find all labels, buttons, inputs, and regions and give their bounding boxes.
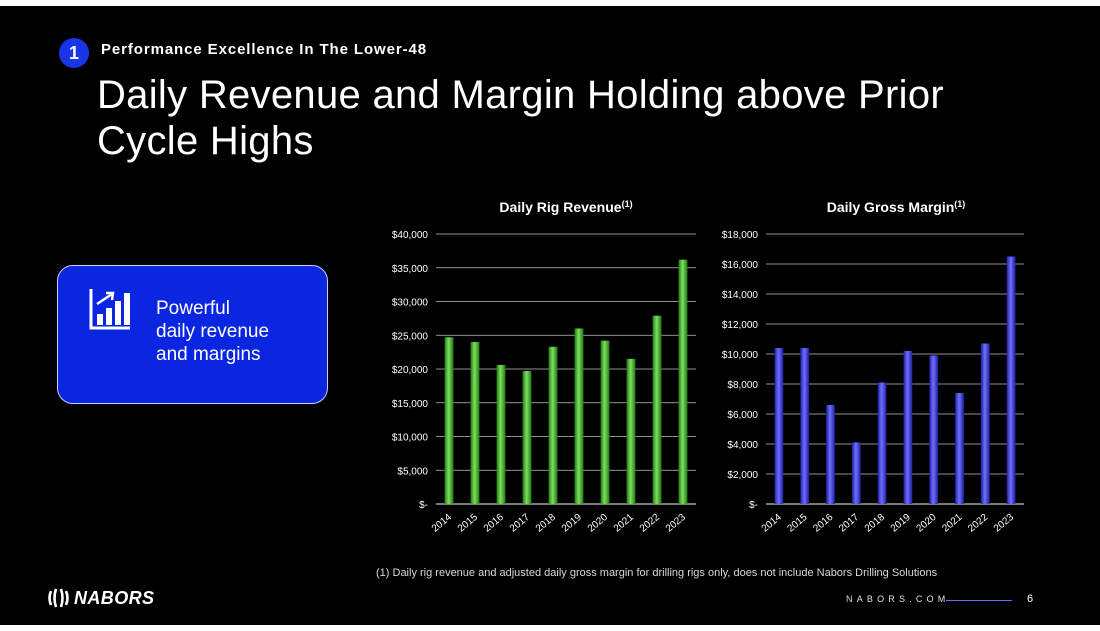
callout-line-2: daily revenue <box>156 321 270 342</box>
y-tick-label: $30,000 <box>392 298 429 309</box>
y-tick-label: $25,000 <box>392 331 429 342</box>
y-tick-label: $20,000 <box>392 365 429 376</box>
bar-2014 <box>444 337 454 504</box>
bar-2016 <box>826 405 835 504</box>
y-tick-label: $8,000 <box>727 380 758 391</box>
bar-2015 <box>470 342 480 504</box>
nabors-logo: NABORS <box>48 586 154 610</box>
x-tick-label: 2022 <box>638 512 662 535</box>
x-tick-label: 2015 <box>786 512 810 535</box>
logo-text: NABORS <box>74 587 155 608</box>
x-tick-label: 2019 <box>560 512 584 535</box>
y-tick-label: $6,000 <box>727 410 758 421</box>
bar-2021 <box>626 358 636 504</box>
y-tick-label: $10,000 <box>722 350 759 361</box>
x-tick-label: 2023 <box>664 512 688 535</box>
x-tick-label: 2020 <box>915 512 939 535</box>
bar-2021 <box>955 393 964 504</box>
footer-rule <box>946 600 1012 601</box>
y-tick-label: $12,000 <box>722 320 759 331</box>
nabors-logo-mark-icon <box>48 588 69 608</box>
bar-2023 <box>1006 256 1016 504</box>
x-tick-label: 2016 <box>811 512 835 535</box>
bar-2022 <box>980 343 990 504</box>
x-tick-label: 2017 <box>837 512 861 535</box>
section-label: Performance Excellence In The Lower-48 <box>101 41 427 58</box>
chart-title: Daily Gross Margin(1) <box>827 199 966 215</box>
footnote: (1) Daily rig revenue and adjusted daily… <box>376 567 938 579</box>
x-tick-label: 2014 <box>430 512 454 535</box>
y-tick-label: $5,000 <box>397 466 428 477</box>
bar-2016 <box>496 364 506 504</box>
bar-2020 <box>600 340 610 504</box>
daily-rig-revenue-chart: Daily Rig Revenue(1) $- $5,000 $10,000 $15,0… <box>392 199 696 535</box>
daily-gross-margin-chart: Daily Gross Margin(1) $- $2,000 $4,000 $6,00… <box>722 199 1024 535</box>
x-tick-label: 2021 <box>612 512 636 535</box>
x-tick-label: 2019 <box>889 512 913 535</box>
highlight-callout: Powerful daily revenue and margins <box>57 265 328 404</box>
bar-2022 <box>652 315 662 504</box>
chart-title: Daily Rig Revenue(1) <box>499 199 632 215</box>
bar-2017 <box>851 442 861 504</box>
page-number: 6 <box>1027 593 1034 605</box>
callout-line-1: Powerful <box>156 298 230 319</box>
x-tick-label: 2020 <box>586 512 610 535</box>
x-tick-label: 2015 <box>456 512 480 535</box>
bar-2017 <box>522 371 532 504</box>
bar-2019 <box>574 328 584 504</box>
y-tick-label: $4,000 <box>727 440 758 451</box>
callout-text: Powerful daily revenue and margins <box>156 297 316 366</box>
x-tick-label: 2021 <box>940 512 964 535</box>
y-tick-label: $16,000 <box>722 260 759 271</box>
y-tick-label: $18,000 <box>722 230 759 241</box>
website-label: NABORS.COM <box>846 594 950 604</box>
bar-2014 <box>774 348 784 504</box>
slide: 1 Performance Excellence In The Lower-48… <box>0 6 1100 625</box>
y-tick-label: $- <box>749 500 758 511</box>
callout-line-3: and margins <box>156 344 261 365</box>
page-title: Daily Revenue and Margin Holding above P… <box>97 73 944 163</box>
bar-2018 <box>548 346 558 504</box>
section-number-badge: 1 <box>59 38 89 68</box>
bar-2023 <box>678 259 688 504</box>
x-tick-label: 2023 <box>992 512 1016 535</box>
y-tick-label: $40,000 <box>392 230 429 241</box>
y-tick-label: $35,000 <box>392 264 429 275</box>
bar-2019 <box>903 351 913 504</box>
x-tick-label: 2017 <box>508 512 532 535</box>
x-tick-label: 2018 <box>534 512 558 535</box>
x-tick-label: 2018 <box>863 512 887 535</box>
x-tick-label: 2014 <box>760 512 784 535</box>
x-tick-label: 2016 <box>482 512 506 535</box>
bar-2018 <box>877 382 887 504</box>
bar-2015 <box>800 348 810 504</box>
y-tick-label: $2,000 <box>727 470 758 481</box>
bar-2020 <box>929 355 939 504</box>
y-tick-label: $14,000 <box>722 290 759 301</box>
y-tick-label: $15,000 <box>392 399 429 410</box>
y-tick-label: $10,000 <box>392 433 429 444</box>
bar-chart-growth-icon <box>89 289 130 330</box>
x-tick-label: 2022 <box>966 512 990 535</box>
y-tick-label: $- <box>419 500 428 511</box>
